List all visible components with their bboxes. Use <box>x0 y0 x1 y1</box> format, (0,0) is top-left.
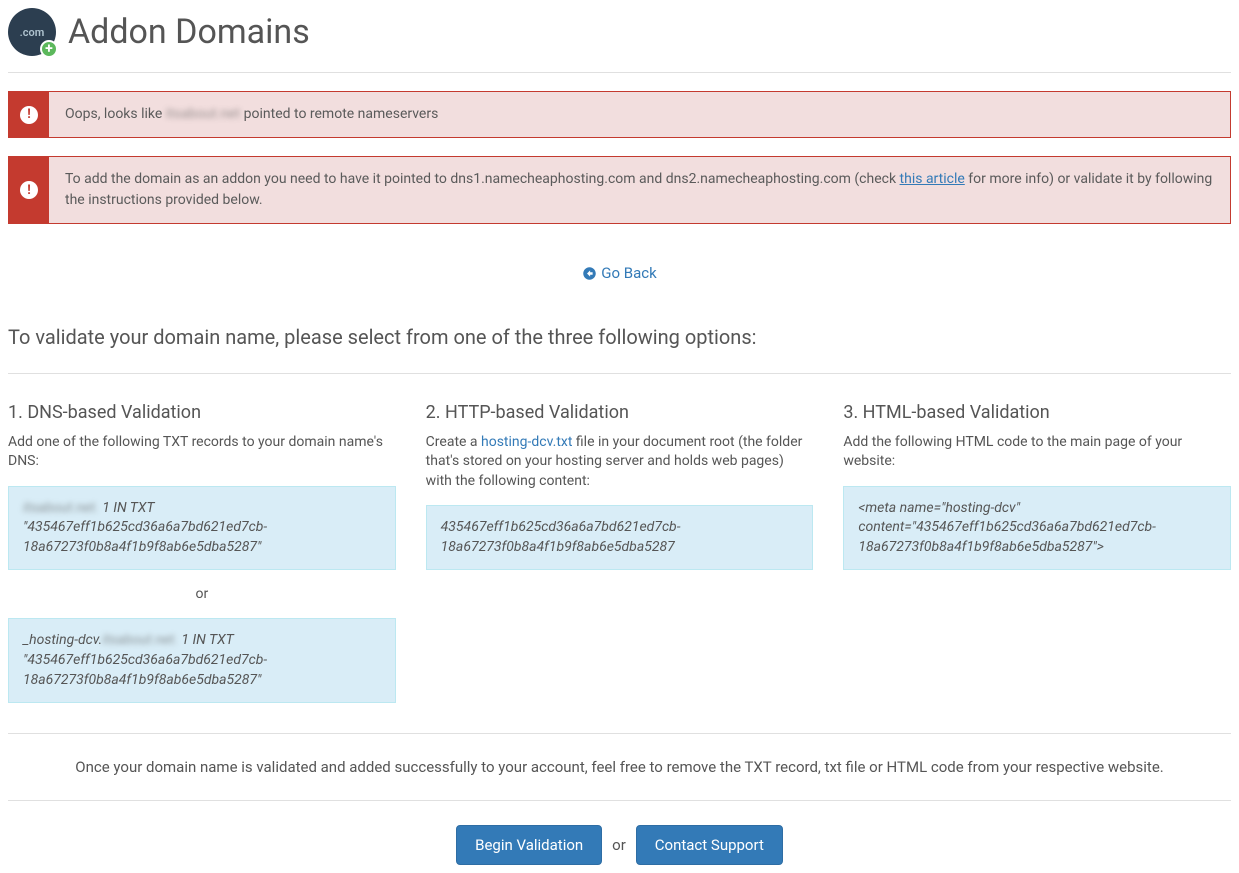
go-back-link[interactable]: Go Back <box>582 264 656 282</box>
or-separator: or <box>8 570 396 618</box>
intro-text: To validate your domain name, please sel… <box>8 325 1231 374</box>
alert-remote-nameservers: ! Oops, looks like itsabout.net pointed … <box>8 91 1231 138</box>
contact-support-button[interactable]: Contact Support <box>636 825 783 865</box>
begin-validation-button[interactable]: Begin Validation <box>456 825 602 865</box>
record-domain-blurred: itsabout.net. <box>102 632 178 648</box>
go-back-label: Go Back <box>601 264 656 282</box>
error-icon: ! <box>20 181 38 199</box>
alert-icon-box: ! <box>9 92 49 137</box>
option-http: 2. HTTP-based Validation Create a hostin… <box>426 402 814 704</box>
alert-icon-box: ! <box>9 157 49 223</box>
alert-body: Oops, looks like itsabout.net pointed to… <box>49 92 454 137</box>
option-desc: Add the following HTML code to the main … <box>843 433 1231 472</box>
record-domain-blurred: itsabout.net. <box>23 500 99 516</box>
go-back-row: Go Back <box>8 224 1231 325</box>
validation-options: 1. DNS-based Validation Add one of the f… <box>8 402 1231 735</box>
button-or-separator: or <box>612 836 626 854</box>
button-row: Begin Validation or Contact Support <box>8 801 1231 873</box>
alert-body: To add the domain as an addon you need t… <box>49 157 1230 223</box>
icon-label: .com <box>20 26 45 39</box>
plus-badge-icon: + <box>40 40 58 58</box>
option-html: 3. HTML-based Validation Add the followi… <box>843 402 1231 704</box>
alert-text-suffix: pointed to remote nameservers <box>240 106 438 122</box>
dns-record-1: itsabout.net. 1 IN TXT "435467eff1b625cd… <box>8 486 396 571</box>
alert-text-prefix: To add the domain as an addon you need t… <box>65 171 900 187</box>
record-prefix: _hosting-dcv. <box>23 632 102 648</box>
option-desc: Create a hosting-dcv.txt file in your do… <box>426 433 814 492</box>
page-header: .com + Addon Domains <box>8 0 1231 73</box>
dns-record-2: _hosting-dcv.itsabout.net. 1 IN TXT "435… <box>8 618 396 703</box>
alert-domain-blurred: itsabout.net <box>166 106 240 122</box>
arrow-left-circle-icon <box>582 266 597 281</box>
option-title: 2. HTTP-based Validation <box>426 402 814 423</box>
option-title: 3. HTML-based Validation <box>843 402 1231 423</box>
option-title: 1. DNS-based Validation <box>8 402 396 423</box>
alert-instructions: ! To add the domain as an addon you need… <box>8 156 1231 224</box>
article-link[interactable]: this article <box>900 171 965 187</box>
page-title: Addon Domains <box>68 12 310 52</box>
http-content: 435467eff1b625cd36a6a7bd621ed7cb-18a6727… <box>426 505 814 570</box>
addon-domains-icon: .com + <box>8 8 56 56</box>
html-content: <meta name="hosting-dcv" content="435467… <box>843 486 1231 571</box>
desc-prefix: Create a <box>426 434 481 450</box>
alert-text-prefix: Oops, looks like <box>65 106 166 122</box>
option-dns: 1. DNS-based Validation Add one of the f… <box>8 402 396 704</box>
footer-note: Once your domain name is validated and a… <box>8 734 1231 801</box>
hosting-dcv-link[interactable]: hosting-dcv.txt <box>481 434 572 450</box>
option-desc: Add one of the following TXT records to … <box>8 433 396 472</box>
error-icon: ! <box>20 106 38 124</box>
